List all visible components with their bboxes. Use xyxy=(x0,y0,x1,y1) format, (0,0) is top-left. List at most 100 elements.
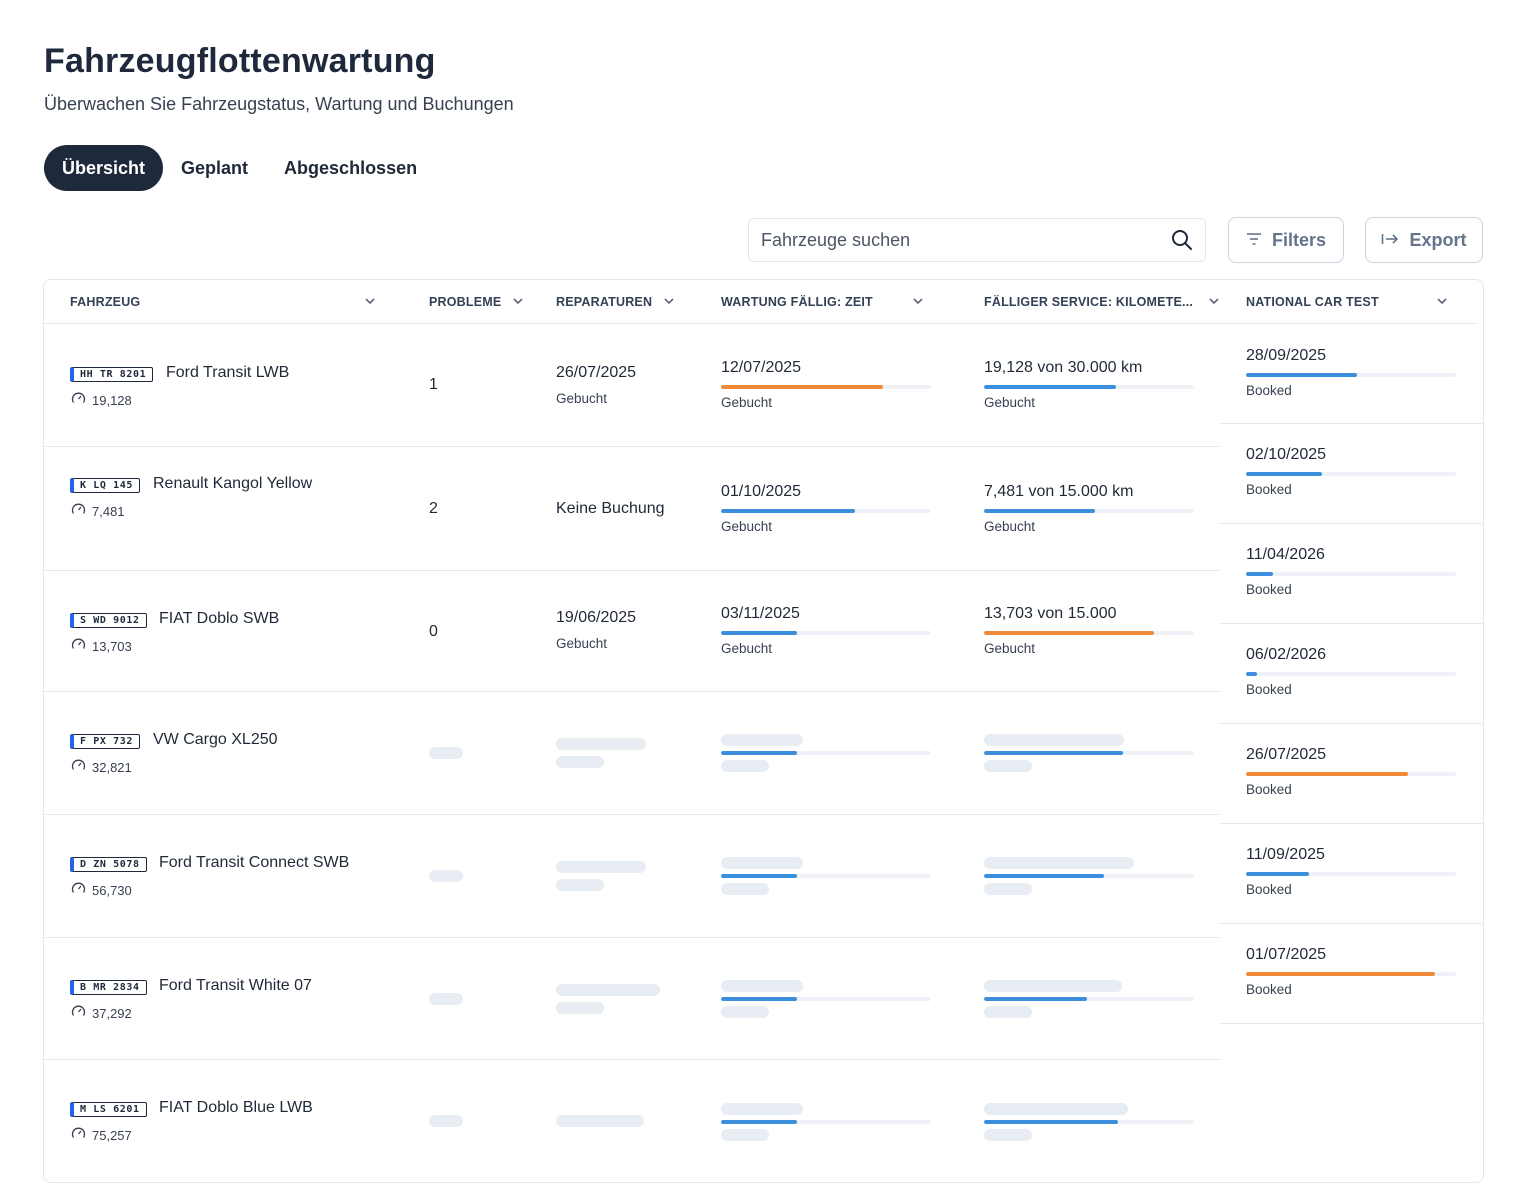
loading-placeholder xyxy=(721,883,769,895)
loading-placeholder xyxy=(556,879,604,891)
column-header-wartung-zeit[interactable]: WARTUNG FÄLLIG: ZEIT xyxy=(721,280,931,324)
nct-status: Booked xyxy=(1246,682,1292,697)
column-header-probleme[interactable]: PROBLEME xyxy=(429,280,539,324)
repair-date: 19/06/2025 xyxy=(556,609,637,626)
loading-placeholder xyxy=(556,861,646,873)
loading-placeholder xyxy=(556,756,604,768)
nct-status: Booked xyxy=(1246,882,1292,897)
odometer-value: 32,821 xyxy=(92,759,132,775)
table-row[interactable]: D ZN 5078 Ford Transit Connect SWB 56,73… xyxy=(44,815,1220,938)
loading-placeholder xyxy=(429,1115,463,1127)
filter-icon xyxy=(1246,230,1262,251)
nct-cell[interactable]: 02/10/2025 Booked xyxy=(1220,424,1483,524)
license-plate: K LQ 145 xyxy=(70,478,140,493)
nct-status: Booked xyxy=(1246,582,1292,597)
progress-fill xyxy=(984,1120,1119,1124)
nct-cell[interactable]: 26/07/2025 Booked xyxy=(1220,724,1483,824)
table-row[interactable]: B MR 2834 Ford Transit White 07 37,292 xyxy=(44,938,1220,1060)
page-subtitle: Überwachen Sie Fahrzeugstatus, Wartung u… xyxy=(44,94,514,114)
nct-progress xyxy=(1246,472,1456,476)
progress-fill xyxy=(984,385,1117,389)
odometer-value: 19,128 xyxy=(92,392,132,408)
loading-placeholder xyxy=(429,870,463,882)
nct-cell[interactable]: 11/09/2025 Booked xyxy=(1220,824,1483,924)
progress-fill xyxy=(721,874,797,878)
nct-progress xyxy=(1246,373,1456,377)
progress-fill xyxy=(984,631,1155,635)
loading-placeholder xyxy=(984,760,1032,772)
nct-date: 11/09/2025 xyxy=(1246,846,1325,863)
problems-count: 2 xyxy=(429,500,438,517)
page-title: Fahrzeugflottenwartung xyxy=(44,42,436,80)
vehicle-table: FAHRZEUG PROBLEME REPARATUREN WARTUNG FÄ… xyxy=(43,279,1484,1183)
column-header-reparaturen[interactable]: REPARATUREN xyxy=(556,280,686,324)
progress-fill xyxy=(721,997,797,1001)
loading-placeholder xyxy=(721,857,803,869)
speedometer-icon xyxy=(71,1126,86,1144)
nct-cell[interactable]: 01/07/2025 Booked xyxy=(1220,924,1483,1024)
odometer: 75,257 xyxy=(71,1126,132,1144)
vehicle-name[interactable]: FIAT Doblo Blue LWB xyxy=(159,1099,313,1116)
loading-placeholder xyxy=(984,883,1032,895)
loading-placeholder xyxy=(984,980,1122,992)
column-header-fahrzeug[interactable]: FAHRZEUG xyxy=(70,280,380,324)
vehicle-name[interactable]: FIAT Doblo SWB xyxy=(159,610,280,627)
nct-status: Booked xyxy=(1246,383,1292,398)
progress-fill xyxy=(984,874,1104,878)
filters-button[interactable]: Filters xyxy=(1228,217,1344,263)
nct-status: Booked xyxy=(1246,482,1292,497)
nct-date: 01/07/2025 xyxy=(1246,946,1327,963)
table-row[interactable]: K LQ 145 Renault Kangol Yellow 7,481 2 K… xyxy=(44,447,1220,571)
loading-placeholder xyxy=(984,1103,1128,1115)
nct-cell[interactable]: 11/04/2026 Booked xyxy=(1220,524,1483,624)
license-plate: HH TR 8201 xyxy=(70,367,154,382)
progress-fill xyxy=(1246,772,1408,776)
progress-fill xyxy=(721,385,883,389)
progress-fill xyxy=(984,509,1096,513)
loading-placeholder xyxy=(721,760,769,772)
nct-cell[interactable]: 06/02/2026 Booked xyxy=(1220,624,1483,724)
chevron-down-icon xyxy=(364,295,376,310)
vehicle-name[interactable]: Ford Transit Connect SWB xyxy=(159,854,350,871)
chevron-down-icon xyxy=(512,295,524,310)
repair-status: Gebucht xyxy=(556,391,608,406)
tab-uebersicht[interactable]: Übersicht xyxy=(44,145,164,191)
vehicle-name[interactable]: VW Cargo XL250 xyxy=(153,731,278,748)
export-button[interactable]: Export xyxy=(1365,217,1483,263)
maintenance-status: Gebucht xyxy=(721,395,773,410)
vehicle-name[interactable]: Ford Transit LWB xyxy=(166,364,290,381)
maintenance-time-progress xyxy=(721,997,931,1001)
progress-fill xyxy=(1246,872,1309,876)
progress-fill xyxy=(1246,472,1322,476)
service-km-text: 19,128 von 30.000 km xyxy=(984,359,1143,376)
service-status: Gebucht xyxy=(984,519,1036,534)
tab-abgeschlossen[interactable]: Abgeschlossen xyxy=(284,157,418,178)
column-label: NATIONAL CAR TEST xyxy=(1246,295,1379,309)
column-header-national-car-test[interactable]: NATIONAL CAR TEST xyxy=(1246,280,1456,324)
table-row[interactable]: M LS 6201 FIAT Doblo Blue LWB 75,257 xyxy=(44,1060,1220,1182)
odometer-value: 56,730 xyxy=(92,882,132,898)
odometer: 13,703 xyxy=(71,637,132,655)
nct-cell[interactable]: 28/09/2025 Booked xyxy=(1220,324,1483,424)
column-header-service-km[interactable]: FÄLLIGER SERVICE: KILOMETE... xyxy=(984,280,1224,324)
column-label: WARTUNG FÄLLIG: ZEIT xyxy=(721,295,873,309)
table-row[interactable]: S WD 9012 FIAT Doblo SWB 13,703 0 19/06/… xyxy=(44,571,1220,692)
service-km-progress xyxy=(984,751,1194,755)
nct-progress xyxy=(1246,872,1456,876)
tab-geplant[interactable]: Geplant xyxy=(181,157,249,178)
table-header: FAHRZEUG PROBLEME REPARATUREN WARTUNG FÄ… xyxy=(44,280,1476,324)
table-row[interactable]: F PX 732 VW Cargo XL250 32,821 xyxy=(44,692,1220,815)
vehicle-name[interactable]: Ford Transit White 07 xyxy=(159,977,312,994)
vehicle-name[interactable]: Renault Kangol Yellow xyxy=(153,475,313,492)
export-label: Export xyxy=(1409,229,1467,250)
license-plate: M LS 6201 xyxy=(70,1102,147,1117)
maintenance-time-progress xyxy=(721,509,931,513)
table-row[interactable]: HH TR 8201 Ford Transit LWB 19,128 1 26/… xyxy=(44,324,1220,447)
chevron-down-icon xyxy=(663,295,675,310)
column-label: FÄLLIGER SERVICE: KILOMETE... xyxy=(984,295,1194,309)
search-input[interactable] xyxy=(761,229,1161,251)
nct-date: 06/02/2026 xyxy=(1246,646,1327,663)
search-icon[interactable] xyxy=(1171,229,1193,256)
service-km-progress xyxy=(984,874,1194,878)
progress-fill xyxy=(1246,672,1257,676)
